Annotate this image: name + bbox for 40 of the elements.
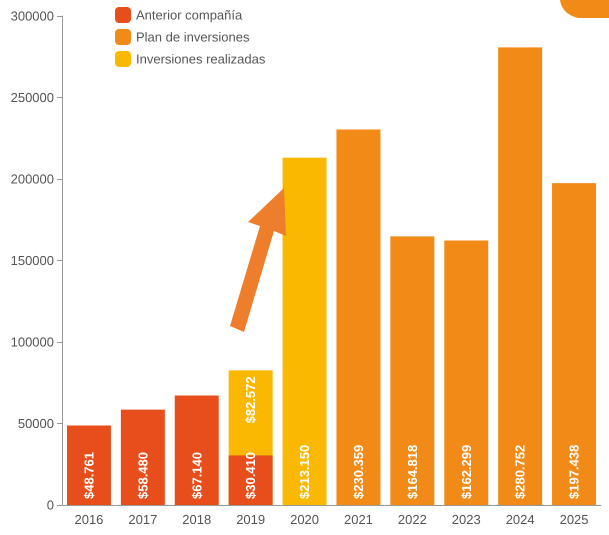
- x-tick-label: 2022: [398, 512, 427, 527]
- data-label: $67.140: [189, 452, 204, 499]
- bar: [498, 47, 542, 505]
- x-tick-label: 2019: [236, 512, 266, 527]
- y-tick-label: 0: [46, 498, 54, 512]
- y-tick-label: 150000: [10, 253, 54, 268]
- bar: [390, 236, 434, 505]
- x-tick-label: 2024: [506, 512, 535, 527]
- data-label: $162.299: [458, 444, 474, 499]
- bar: [282, 158, 327, 505]
- y-tick-label: 300000: [10, 8, 54, 24]
- bar: [336, 130, 380, 505]
- data-label: $164.818: [404, 444, 420, 499]
- x-tick-label: 2017: [128, 512, 158, 527]
- bar: [120, 410, 165, 505]
- bar: [444, 240, 488, 505]
- bar: [552, 183, 596, 505]
- y-tick-label: 100000: [10, 334, 54, 350]
- legend-label: Plan de inversiones: [136, 30, 250, 44]
- bar: [174, 396, 219, 505]
- data-label: $82.572: [243, 376, 258, 424]
- bar: [66, 426, 111, 505]
- y-tick-label: 50000: [18, 416, 54, 431]
- x-tick-label: 2020: [290, 512, 320, 527]
- data-label: $280.752: [512, 444, 528, 499]
- x-tick-label: 2021: [344, 512, 373, 527]
- data-label: $58.480: [135, 452, 150, 499]
- y-tick-label: 250000: [10, 90, 54, 105]
- data-label: $230.359: [350, 444, 366, 499]
- x-tick-label: 2016: [74, 512, 104, 527]
- y-tick-label: 200000: [10, 172, 54, 186]
- data-label: $197.438: [566, 444, 582, 499]
- x-tick-label: 2018: [182, 512, 212, 527]
- data-label: $48.761: [81, 452, 96, 499]
- legend-label: Inversiones realizadas: [136, 52, 266, 66]
- data-label: $213.150: [297, 444, 312, 499]
- x-tick-label: 2023: [452, 512, 481, 527]
- x-tick-label: 2025: [560, 512, 589, 527]
- data-label: $30.410: [243, 452, 258, 499]
- legend-label: Anterior compañía: [136, 8, 243, 22]
